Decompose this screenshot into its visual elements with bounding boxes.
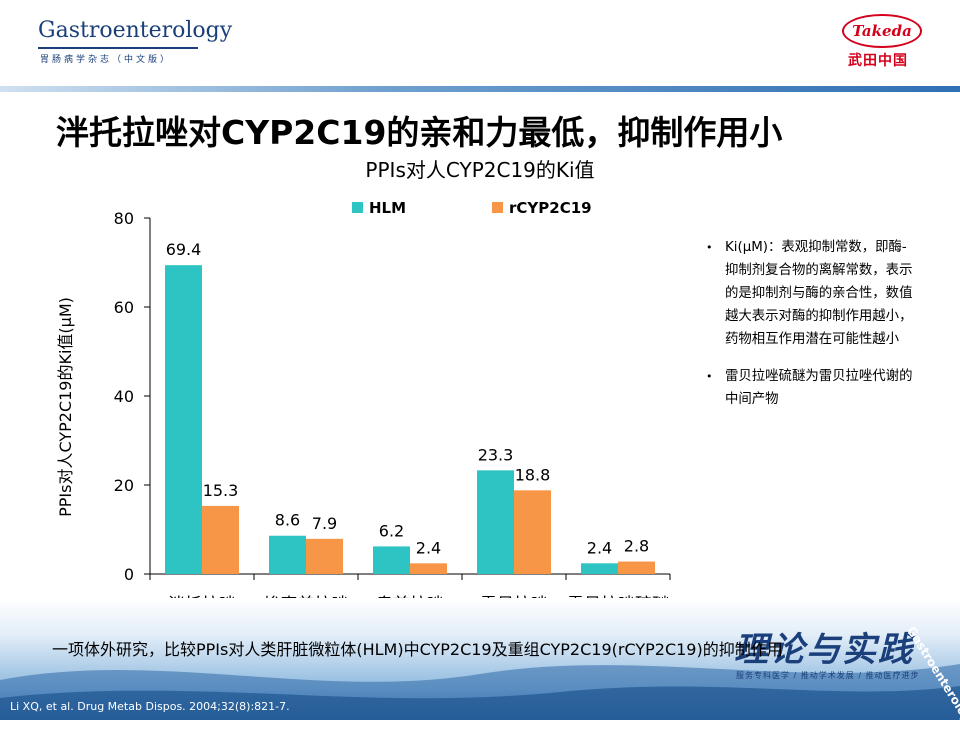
data-label: 15.3: [203, 481, 239, 500]
data-label: 69.4: [166, 240, 202, 259]
bar: [165, 265, 202, 574]
legend-swatch-rcyp2c19: [492, 202, 503, 213]
note-text: 雷贝拉唑硫醚为雷贝拉唑代谢的中间产物: [725, 369, 913, 407]
sponsor-logo: Takeda 武田中国: [842, 14, 922, 74]
y-tick-label: 60: [114, 298, 134, 317]
y-tick-label: 20: [114, 476, 134, 495]
legend-swatch-hlm: [352, 202, 363, 213]
theory-practice-banner: 理论与实践 服务专科医学 / 推动学术发展 / 推动医疗进步 Gastroent…: [734, 618, 960, 732]
data-label: 8.6: [275, 511, 300, 530]
data-label: 6.2: [379, 521, 404, 540]
bar: [373, 546, 410, 574]
legend-item-hlm: HLM: [352, 199, 406, 217]
bullet-icon: •: [706, 370, 713, 383]
slide-title: 泮托拉唑对CYP2C19的亲和力最低，抑制作用小: [56, 113, 783, 152]
slide-header: [0, 0, 960, 88]
study-summary: 一项体外研究，比较PPIs对人类肝脏微粒体(HLM)中CYP2C19及重组CYP…: [52, 640, 783, 659]
journal-logo: Gastroenterology: [38, 18, 233, 43]
header-divider: [0, 86, 960, 92]
y-tick-label: 40: [114, 387, 134, 406]
data-label: 7.9: [312, 514, 337, 533]
note-text: Ki(μM)：表观抑制常数，即酶-抑制剂复合物的离解常数，表示的是抑制剂与酶的亲…: [725, 240, 913, 347]
chart-title: PPIs对人CYP2C19的Ki值: [365, 158, 595, 182]
data-label: 18.8: [515, 465, 551, 484]
bar: [477, 470, 514, 574]
bar: [410, 563, 447, 574]
data-label: 2.4: [587, 538, 612, 557]
takeda-logo-mark: Takeda: [842, 14, 922, 48]
journal-subtitle: 胃肠病学杂志（中文版）: [40, 55, 173, 65]
data-label: 2.4: [416, 538, 441, 557]
bar: [269, 535, 306, 574]
y-tick-label: 0: [124, 565, 134, 584]
bar: [202, 505, 239, 574]
data-label: 23.3: [478, 445, 514, 464]
sponsor-name-cn: 武田中国: [848, 53, 908, 69]
note-item: • Ki(μM)：表观抑制常数，即酶-抑制剂复合物的离解常数，表示的是抑制剂与酶…: [706, 236, 920, 351]
bar: [581, 563, 618, 574]
banner-subtitle: 服务专科医学 / 推动学术发展 / 推动医疗进步: [736, 671, 920, 680]
citation: Li XQ, et al. Drug Metab Dispos. 2004;32…: [10, 700, 290, 713]
banner-title: 理论与实践: [734, 630, 914, 670]
bar: [306, 538, 343, 574]
bar: [618, 561, 655, 574]
journal-logo-rule: [38, 47, 198, 49]
notes-panel: • Ki(μM)：表观抑制常数，即酶-抑制剂复合物的离解常数，表示的是抑制剂与酶…: [706, 236, 920, 425]
y-tick-label: 80: [114, 209, 134, 228]
legend-item-rcyp2c19: rCYP2C19: [492, 199, 592, 217]
legend-label-rcyp2c19: rCYP2C19: [509, 199, 592, 217]
bar: [514, 490, 551, 574]
legend-label-hlm: HLM: [369, 199, 407, 217]
data-label: 2.8: [624, 537, 649, 556]
footer-wave-graphic: [0, 664, 960, 720]
bullet-icon: •: [706, 241, 713, 254]
note-item: • 雷贝拉唑硫醚为雷贝拉唑代谢的中间产物: [706, 365, 920, 411]
